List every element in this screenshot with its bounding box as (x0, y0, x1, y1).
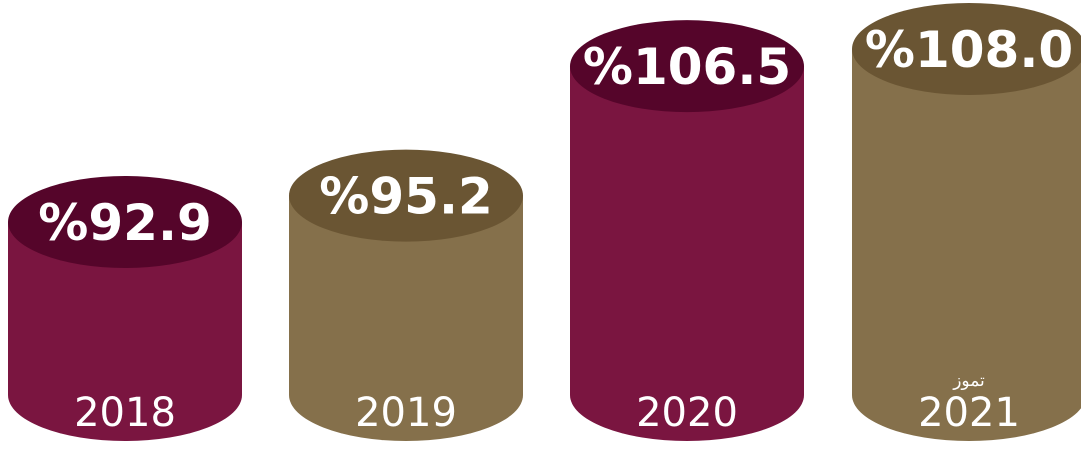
bar-2019: %95.2 2019 (289, 149, 523, 441)
value-label-2020: %106.5 (583, 38, 791, 96)
bar-top-2020 (570, 20, 804, 113)
bar-body-2020 (570, 66, 804, 442)
category-label-2018: 2018 (74, 390, 176, 436)
category-label-2021: 2021 (918, 390, 1020, 436)
bar-2020: %106.5 2020 (570, 20, 804, 442)
category-label-2019: 2019 (355, 390, 457, 436)
category-note-2021: تموز (952, 371, 985, 391)
value-label-2021: %108.0 (865, 21, 1073, 79)
bar-top-2019 (289, 149, 523, 242)
bar-body-2021 (852, 49, 1081, 441)
bar-top-2018 (8, 176, 242, 268)
bar-body-2019 (289, 195, 523, 441)
category-label-2020: 2020 (636, 390, 738, 436)
value-label-2019: %95.2 (319, 168, 492, 226)
bar-top-2021 (852, 3, 1081, 95)
value-label-2018: %92.9 (38, 194, 211, 252)
chart-bars: %92.9 2018 %95.2 2019 %106.5 2020 %108.0 تموز20… (8, 3, 1081, 442)
bar-body-2018 (8, 222, 242, 441)
bar-2018: %92.9 2018 (8, 176, 242, 441)
